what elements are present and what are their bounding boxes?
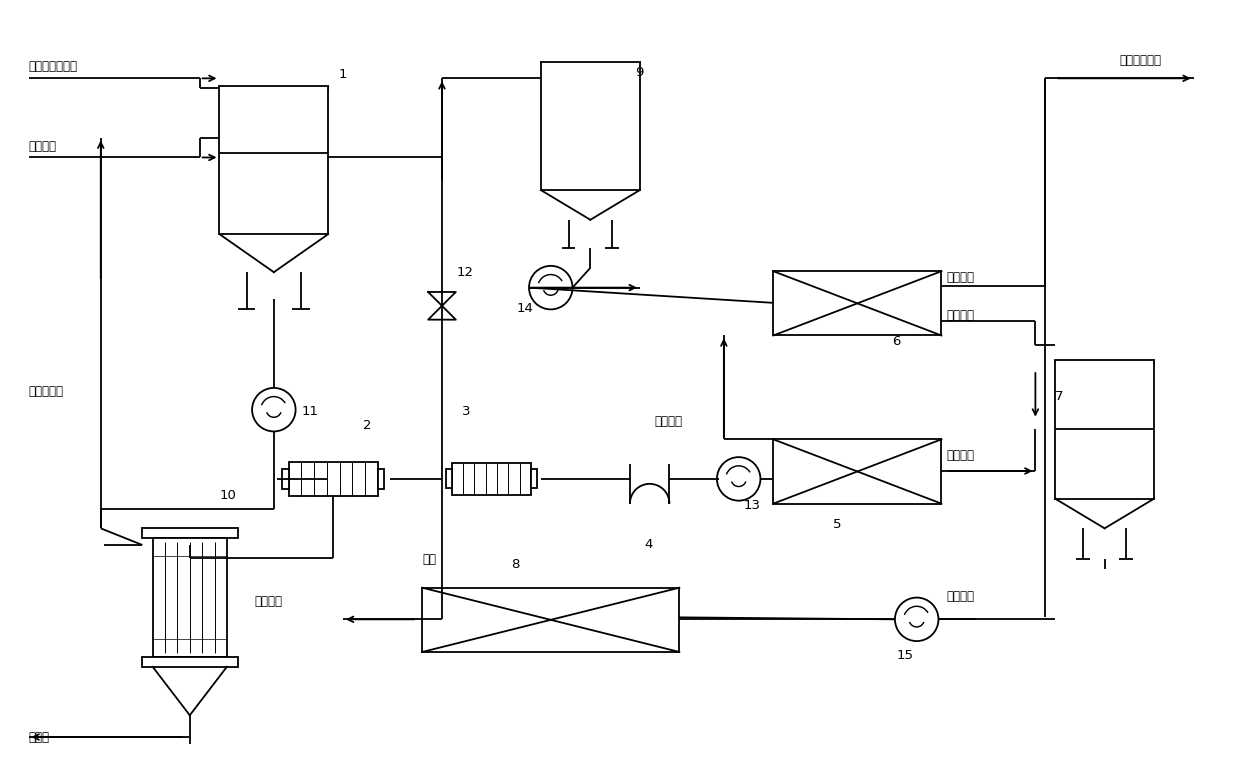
Text: 15: 15 (897, 649, 914, 662)
Bar (541, 61, 640, 190)
Bar (141, 657, 238, 667)
Text: 3: 3 (461, 405, 470, 417)
Bar (289, 461, 378, 496)
Bar (451, 463, 531, 495)
Bar (283, 468, 289, 490)
Text: 脱酸含盐废水: 脱酸含盐废水 (1120, 53, 1162, 67)
Text: 8: 8 (511, 558, 520, 571)
Bar (153, 538, 227, 657)
Bar (531, 469, 537, 488)
Bar (378, 468, 384, 490)
Text: 6: 6 (892, 335, 900, 348)
Bar (219, 86, 329, 234)
Bar (1055, 361, 1154, 499)
Text: 13: 13 (744, 499, 760, 512)
Text: 纯水: 纯水 (422, 553, 436, 566)
Text: 10: 10 (219, 489, 237, 502)
Bar (422, 587, 680, 652)
Text: 高浓度废硫酸液: 高浓度废硫酸液 (29, 61, 78, 74)
Bar (446, 469, 451, 488)
Text: 蒸发冷凝水: 蒸发冷凝水 (29, 385, 63, 398)
Text: 11: 11 (301, 405, 319, 417)
Text: 9: 9 (635, 66, 644, 80)
Text: 二级清液: 二级清液 (946, 309, 975, 322)
Text: 硫酸清液: 硫酸清液 (946, 590, 975, 603)
Bar (774, 439, 941, 504)
Text: 7: 7 (1055, 390, 1064, 403)
Text: 一级浓液: 一级浓液 (655, 414, 682, 427)
Text: 浓硫酸浆: 浓硫酸浆 (254, 594, 281, 607)
Text: 去离子水: 去离子水 (29, 140, 57, 153)
Text: 一级清液: 一级清液 (946, 449, 975, 462)
Text: 14: 14 (516, 302, 533, 315)
Text: 12: 12 (456, 266, 474, 279)
Text: 浓硫酸: 浓硫酸 (29, 731, 50, 744)
Bar (141, 528, 238, 538)
Bar (774, 271, 941, 335)
Text: 二级浓液: 二级浓液 (946, 271, 975, 284)
Text: 5: 5 (832, 518, 841, 531)
Text: 2: 2 (363, 420, 371, 433)
Text: 1: 1 (339, 68, 347, 81)
Text: 4: 4 (645, 538, 653, 551)
